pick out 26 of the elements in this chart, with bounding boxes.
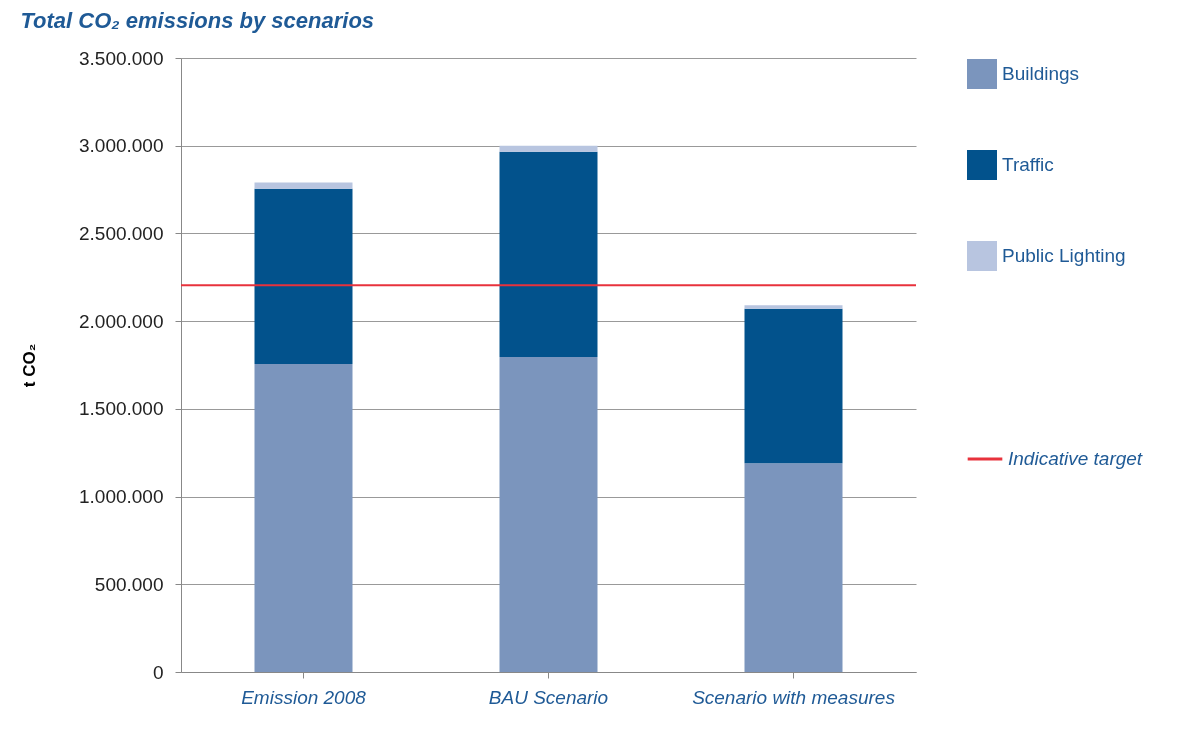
legend-label: Indicative target (1008, 448, 1143, 469)
bar (744, 305, 843, 309)
y-axis-title: t CO₂ (19, 343, 39, 388)
x-tick-label: BAU Scenario (488, 686, 609, 708)
bar (499, 357, 598, 672)
y-tick-label: 0 (152, 661, 164, 683)
x-tick-label: Scenario with measures (692, 686, 896, 708)
y-tick-label: 3.500.000 (78, 47, 164, 69)
y-tick-label: 3.000.000 (78, 135, 164, 157)
x-tick-label: Emission 2008 (241, 686, 367, 708)
legend-label: Traffic (1002, 154, 1054, 175)
bar (254, 364, 353, 672)
bar (744, 308, 843, 464)
y-tick-label: 2.500.000 (78, 222, 164, 244)
y-tick-label: 500.000 (94, 573, 164, 595)
y-tick-label: 1.000.000 (78, 486, 164, 508)
legend-label: Buildings (1002, 63, 1080, 84)
bar (499, 151, 598, 358)
legend-label: Public Lighting (1002, 245, 1126, 266)
bar (254, 182, 353, 189)
chart-title: Total CO₂ emissions by scenarios (20, 8, 375, 33)
y-tick-label: 1.500.000 (78, 398, 164, 420)
y-tick-label: 2.000.000 (78, 310, 164, 332)
bar (254, 188, 353, 365)
bar (744, 463, 843, 672)
bar (499, 145, 598, 152)
